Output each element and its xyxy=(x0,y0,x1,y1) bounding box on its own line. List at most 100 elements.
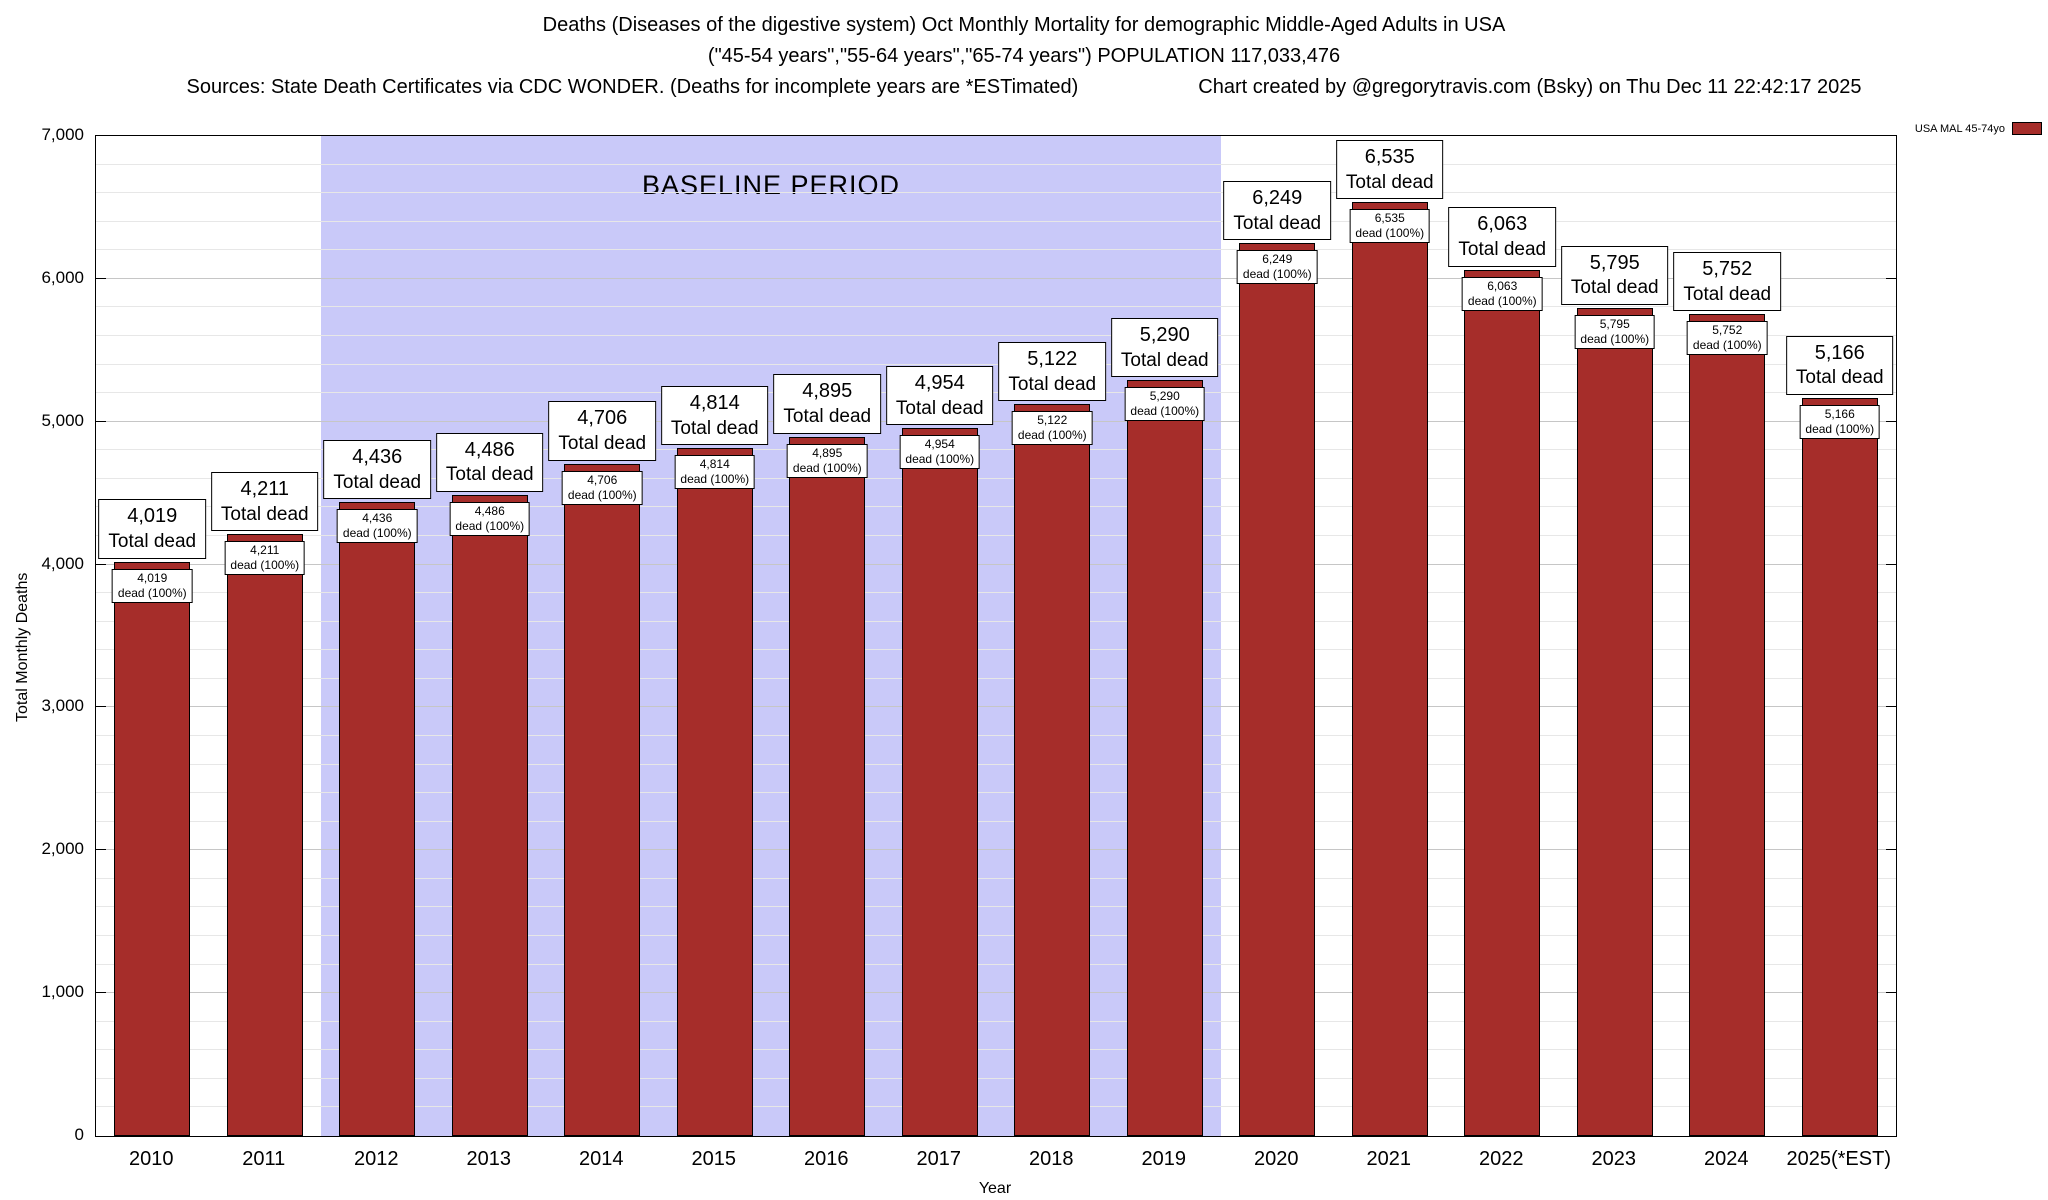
x-tick-label-2019: 2019 xyxy=(1141,1148,1187,1170)
bar-2025(*EST) xyxy=(1801,398,1878,1136)
total-dead-caption: Total dead xyxy=(1795,367,1884,389)
inner-dead-caption: dead (100%) xyxy=(1692,338,1762,353)
total-dead-caption: Total dead xyxy=(333,471,422,493)
gridline-minor xyxy=(96,677,1896,679)
total-dead-caption: Total dead xyxy=(1570,277,1659,299)
y-tick-mark xyxy=(1886,420,1896,422)
x-tick-label-2018: 2018 xyxy=(1029,1148,1074,1170)
inner-dead-callout-2024: 5,752 dead (100%) xyxy=(1686,321,1768,356)
total-dead-callout-2013: 4,486 Total dead xyxy=(435,432,544,493)
inner-dead-callout-2017: 4,954 dead (100%) xyxy=(899,435,981,470)
y-tick-label: 4,000 xyxy=(41,553,84,573)
inner-dead-value: 5,795 xyxy=(1599,317,1630,332)
bar-2016 xyxy=(789,436,866,1136)
y-tick-mark xyxy=(1886,706,1896,708)
legend-label: USA MAL 45-74yo xyxy=(1914,122,2005,135)
inner-dead-callout-2012: 4,436 dead (100%) xyxy=(336,509,418,544)
inner-dead-caption: dead (100%) xyxy=(230,558,300,573)
bar-2012 xyxy=(339,502,416,1136)
total-dead-callout-2021: 6,535 Total dead xyxy=(1335,140,1444,200)
total-dead-value: 5,122 xyxy=(1027,347,1078,370)
gridline-minor xyxy=(96,820,1896,822)
total-dead-caption: Total dead xyxy=(895,397,984,419)
total-dead-value: 6,535 xyxy=(1364,146,1415,169)
bar-2022 xyxy=(1464,269,1541,1136)
gridline-minor xyxy=(96,963,1896,965)
inner-dead-value: 4,211 xyxy=(250,543,280,558)
inner-dead-caption: dead (100%) xyxy=(567,487,637,502)
y-tick-mark xyxy=(1886,992,1896,994)
gridline-minor xyxy=(96,249,1896,251)
sources-text: Sources: State Death Certificates via CD… xyxy=(186,76,1079,98)
x-tick-label-2012: 2012 xyxy=(354,1148,399,1170)
y-tick-mark xyxy=(96,706,106,708)
y-tick-mark xyxy=(96,849,106,851)
total-dead-caption: Total dead xyxy=(445,464,534,486)
x-tick-label-2011: 2011 xyxy=(242,1148,286,1170)
inner-dead-value: 4,019 xyxy=(137,570,168,585)
bar-2020 xyxy=(1239,243,1316,1136)
gridline-major xyxy=(96,992,1896,994)
gridline-minor xyxy=(96,1106,1896,1108)
total-dead-value: 5,290 xyxy=(1139,323,1190,346)
x-tick-label-2023: 2023 xyxy=(1591,1148,1637,1170)
inner-dead-callout-2010: 4,019 dead (100%) xyxy=(111,568,193,603)
gridline-minor xyxy=(96,535,1896,536)
total-dead-callout-2025(*EST): 5,166 Total dead xyxy=(1785,335,1894,395)
bar-2015 xyxy=(676,448,753,1136)
inner-dead-callout-2018: 5,122 dead (100%) xyxy=(1011,411,1093,446)
inner-dead-callout-2023: 5,795 dead (100%) xyxy=(1574,315,1656,350)
x-tick-label-2024: 2024 xyxy=(1704,1148,1749,1170)
gridline-minor xyxy=(96,1020,1896,1022)
inner-dead-caption: dead (100%) xyxy=(1130,404,1200,419)
plot-area: BASELINE PERIOD 4,019 Total dead 4,019 dead … xyxy=(95,135,1897,1137)
y-tick-label: 7,000 xyxy=(41,125,84,144)
x-tick-label-2013: 2013 xyxy=(466,1148,512,1170)
x-tick-label-2017: 2017 xyxy=(916,1148,962,1170)
y-axis-tick-labels: 0 1,000 2,000 3,000 4,000 5,000 6,000 7,000 xyxy=(0,125,84,1144)
inner-dead-caption: dead (100%) xyxy=(1355,226,1425,241)
y-tick-mark xyxy=(1886,277,1896,279)
inner-dead-caption: dead (100%) xyxy=(1242,267,1312,282)
inner-dead-value: 4,706 xyxy=(587,472,618,487)
gridline-minor xyxy=(96,163,1896,165)
y-tick-mark xyxy=(96,563,106,565)
x-tick-label-2016: 2016 xyxy=(804,1148,849,1170)
gridline-minor xyxy=(96,935,1896,936)
inner-dead-callout-2021: 6,535 dead (100%) xyxy=(1349,209,1431,244)
x-axis-title: Year xyxy=(978,1180,1012,1197)
total-dead-caption: Total dead xyxy=(558,433,647,455)
total-dead-value: 4,706 xyxy=(577,407,628,430)
bar-2021 xyxy=(1351,202,1428,1136)
credit-text: Chart created by @gregorytravis.com (Bsk… xyxy=(1198,76,1862,98)
inner-dead-callout-2015: 4,814 dead (100%) xyxy=(674,455,756,490)
inner-dead-value: 6,535 xyxy=(1374,211,1405,226)
total-dead-callout-2024: 5,752 Total dead xyxy=(1673,251,1782,312)
total-dead-callout-2010: 4,019 Total dead xyxy=(98,499,207,559)
total-dead-caption: Total dead xyxy=(1008,373,1097,395)
inner-dead-caption: dead (100%) xyxy=(1580,332,1650,347)
total-dead-callout-2012: 4,436 Total dead xyxy=(323,439,432,500)
inner-dead-value: 5,752 xyxy=(1712,323,1743,338)
total-dead-caption: Total dead xyxy=(108,531,197,553)
inner-dead-caption: dead (100%) xyxy=(455,519,525,534)
x-tick-label-2025(*EST): 2025(*EST) xyxy=(1786,1148,1892,1170)
gridline-minor xyxy=(96,449,1896,451)
total-dead-callout-2018: 5,122 Total dead xyxy=(998,341,1107,402)
y-tick-label: 5,000 xyxy=(41,410,84,430)
inner-dead-callout-2014: 4,706 dead (100%) xyxy=(561,470,643,505)
gridline-minor xyxy=(96,592,1896,594)
x-axis-tick-labels: 2010 2011 2012 2013 2014 2015 2016 2017 2018 2019… xyxy=(95,1148,1895,1174)
total-dead-callout-2017: 4,954 Total dead xyxy=(885,365,994,426)
inner-dead-caption: dead (100%) xyxy=(1805,422,1875,436)
gridline-major xyxy=(96,277,1896,279)
total-dead-value: 5,795 xyxy=(1589,251,1640,274)
total-dead-caption: Total dead xyxy=(220,503,309,525)
total-dead-value: 4,486 xyxy=(464,438,515,461)
inner-dead-callout-2025(*EST): 5,166 dead (100%) xyxy=(1799,405,1881,439)
x-tick-label-2010: 2010 xyxy=(129,1148,174,1170)
gridline-minor xyxy=(96,363,1896,365)
gridline-minor xyxy=(96,792,1896,794)
legend-swatch xyxy=(2012,122,2042,135)
bar-2024 xyxy=(1689,314,1766,1136)
